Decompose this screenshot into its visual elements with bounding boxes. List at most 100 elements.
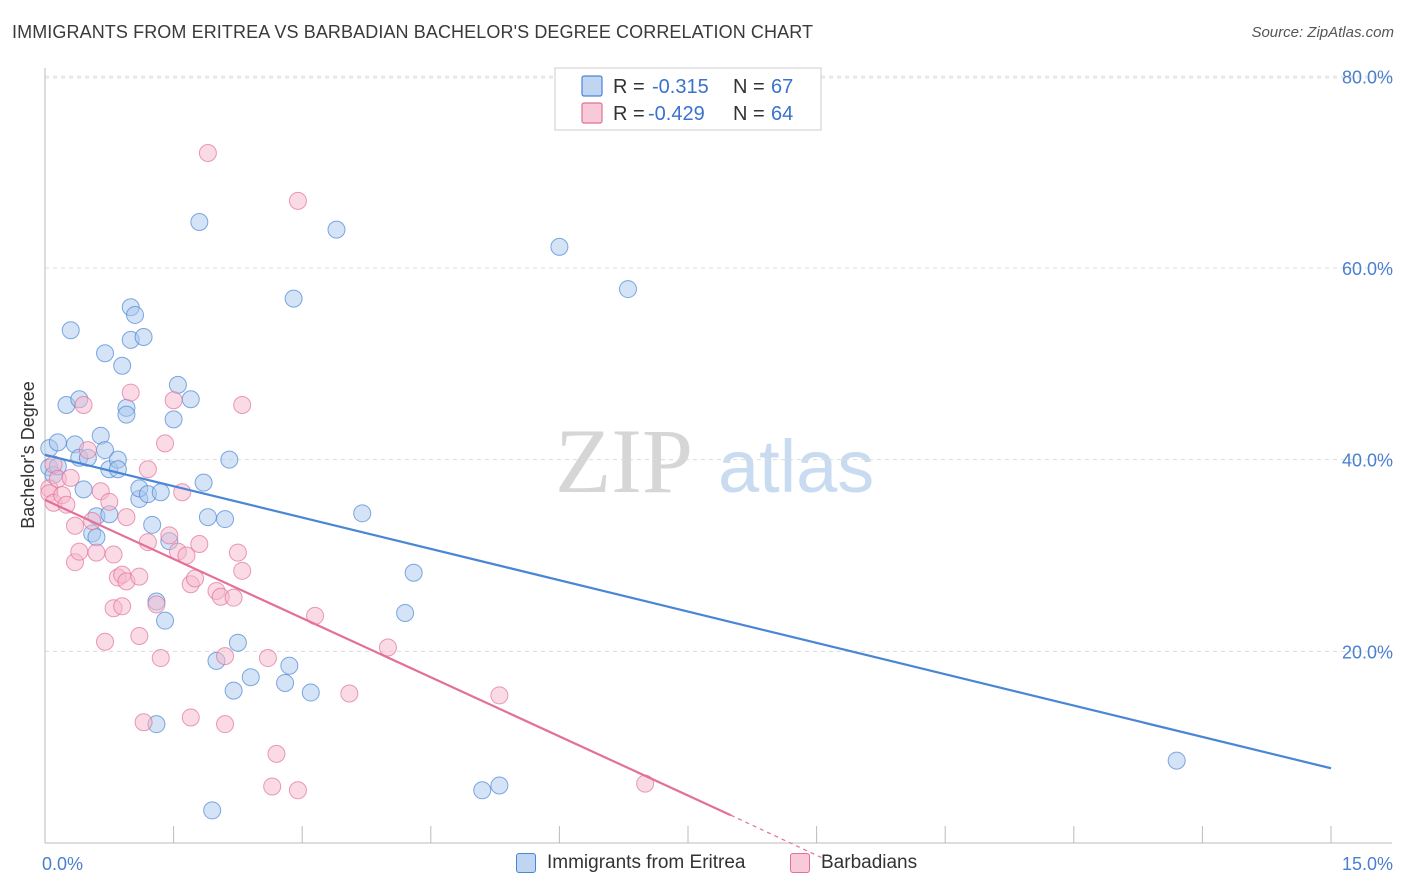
data-point-barbadian [66,516,85,535]
data-point-eritrea [490,776,509,795]
x-tick-label-min: 0.0% [42,854,83,874]
data-point-eritrea [117,405,136,424]
data-points [40,143,1186,820]
data-point-eritrea [618,280,637,299]
data-point-barbadian [288,191,307,210]
watermark-zip: ZIP [555,410,693,512]
tick-labels: 20.0% 40.0% 60.0% 80.0% 0.0% 15.0% [42,67,1393,874]
data-point-barbadian [216,715,235,734]
data-point-barbadian [216,647,235,666]
data-point-barbadian [61,468,80,487]
data-point-barbadian [87,543,106,562]
data-point-barbadian [78,441,97,460]
data-point-eritrea [396,603,415,622]
data-point-barbadian [130,567,149,586]
data-point-barbadian [138,460,157,479]
trend-line-eritrea [44,453,1332,770]
data-point-barbadian [70,542,89,561]
watermark-atlas: atlas [718,425,874,508]
data-point-eritrea [1167,751,1186,770]
data-point-eritrea [216,510,235,529]
data-point-eritrea [473,781,492,800]
legend-blue-r-label: R = [613,76,645,98]
data-point-eritrea [220,450,239,469]
source-label: Source: ZipAtlas.com [1251,24,1394,41]
y-tick-label: 80.0% [1342,67,1393,87]
data-point-eritrea [168,375,187,394]
data-point-eritrea [280,656,299,675]
trend-line-barbadian [44,498,732,817]
data-point-eritrea [113,356,132,375]
data-point-barbadian [288,781,307,800]
data-point-barbadian [117,508,136,527]
data-point-barbadian [190,534,209,553]
correlation-legend: R = -0.315 N = 67 R = -0.429 N = 64 [554,67,822,131]
bottom-legend-blue-label: Immigrants from Eritrea [547,852,746,873]
legend-blue-r-value: -0.315 [652,76,709,98]
y-tick-label: 40.0% [1342,451,1393,471]
data-point-barbadian [100,492,119,511]
data-point-barbadian [96,632,115,651]
data-point-eritrea [181,390,200,409]
data-point-eritrea [327,220,346,239]
data-point-eritrea [404,563,423,582]
data-point-barbadian [224,588,243,607]
trend-line-barbadian-extension [730,814,826,860]
data-point-barbadian [181,708,200,727]
y-axis-label: Bachelor's Degree [18,381,38,529]
data-point-barbadian [228,543,247,562]
data-point-barbadian [340,684,359,703]
data-point-eritrea [353,504,372,523]
chart-title: IMMIGRANTS FROM ERITREA VS BARBADIAN BAC… [12,22,814,42]
bottom-legend-pink-swatch [790,853,810,873]
data-point-barbadian [378,638,397,657]
data-point-eritrea [48,433,67,452]
data-point-eritrea [301,683,320,702]
data-point-barbadian [156,434,175,453]
data-point-eritrea [550,237,569,256]
data-point-barbadian [121,383,140,402]
legend-pink-r-label: R = [613,103,645,125]
data-point-barbadian [490,686,509,705]
data-point-barbadian [263,777,282,796]
legend-pink-r-value: -0.429 [648,103,705,125]
data-point-eritrea [96,344,115,363]
bottom-legend-pink-label: Barbadians [821,852,918,873]
y-tick-label: 60.0% [1342,259,1393,279]
data-point-eritrea [241,668,260,687]
data-point-eritrea [194,473,213,492]
data-point-barbadian [147,595,166,614]
data-point-barbadian [134,713,153,732]
bottom-legend: Immigrants from Eritrea Barbadians [0,852,1406,878]
data-point-barbadian [198,143,217,162]
data-point-eritrea [134,327,153,346]
data-point-eritrea [284,289,303,308]
legend-swatch-blue [581,75,603,97]
legend-blue-n-value: 67 [771,76,793,98]
data-point-eritrea [126,305,145,324]
data-point-eritrea [143,515,162,534]
y-tick-label: 20.0% [1342,642,1393,662]
data-point-eritrea [87,528,106,547]
data-point-eritrea [156,611,175,630]
data-point-eritrea [198,508,217,527]
data-point-barbadian [160,526,179,545]
data-point-barbadian [74,396,93,415]
data-point-barbadian [104,545,123,564]
watermark: ZIP atlas [555,410,874,512]
legend-pink-n-label: N = [733,103,765,125]
x-tick-label-max: 15.0% [1342,854,1393,874]
data-point-barbadian [151,649,170,668]
data-point-barbadian [130,626,149,645]
bottom-legend-blue-swatch [516,853,536,873]
data-point-eritrea [61,321,80,340]
data-point-eritrea [203,801,222,820]
data-point-barbadian [233,396,252,415]
legend-blue-n-label: N = [733,76,765,98]
data-point-barbadian [164,391,183,410]
data-point-eritrea [164,410,183,429]
data-point-barbadian [113,597,132,616]
data-point-eritrea [151,483,170,502]
data-point-barbadian [267,744,286,763]
